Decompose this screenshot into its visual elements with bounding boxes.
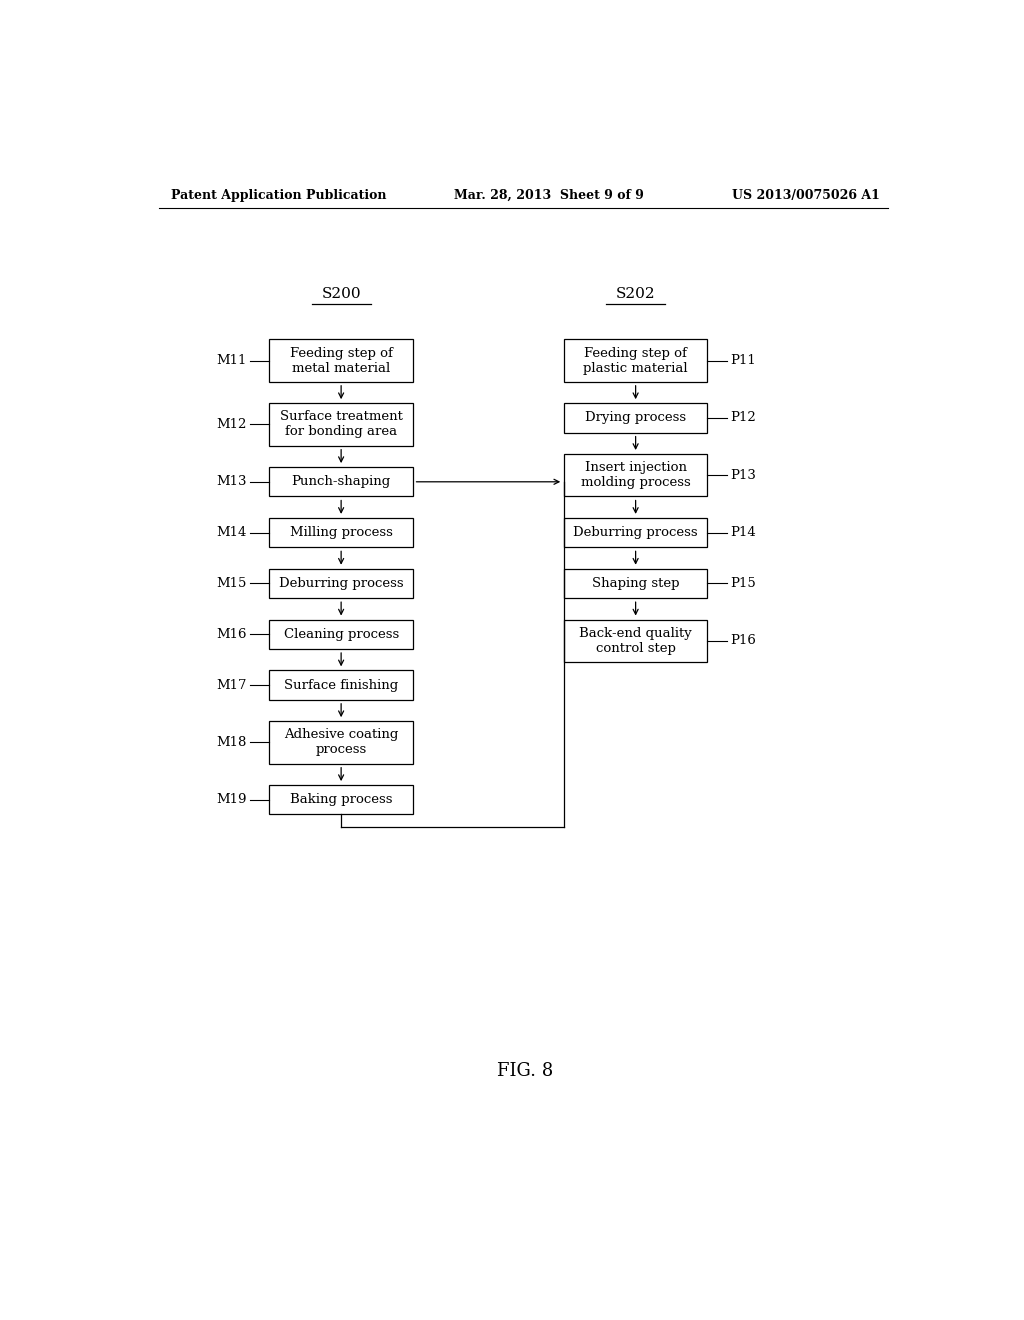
FancyBboxPatch shape: [269, 467, 413, 496]
Text: M19: M19: [216, 793, 247, 807]
Text: S200: S200: [322, 286, 360, 301]
FancyBboxPatch shape: [564, 404, 708, 433]
Text: Insert injection
molding process: Insert injection molding process: [581, 461, 690, 490]
Text: Drying process: Drying process: [585, 412, 686, 425]
Text: M12: M12: [217, 418, 247, 430]
FancyBboxPatch shape: [564, 517, 708, 548]
Text: M15: M15: [217, 577, 247, 590]
Text: Milling process: Milling process: [290, 527, 392, 539]
Text: Shaping step: Shaping step: [592, 577, 679, 590]
Text: P11: P11: [730, 354, 756, 367]
FancyBboxPatch shape: [269, 619, 413, 649]
FancyBboxPatch shape: [564, 339, 708, 381]
Text: Surface finishing: Surface finishing: [284, 678, 398, 692]
Text: Deburring process: Deburring process: [573, 527, 698, 539]
Text: Adhesive coating
process: Adhesive coating process: [284, 729, 398, 756]
Text: Back-end quality
control step: Back-end quality control step: [580, 627, 692, 655]
FancyBboxPatch shape: [269, 339, 413, 381]
Text: Feeding step of
plastic material: Feeding step of plastic material: [584, 347, 688, 375]
Text: Baking process: Baking process: [290, 793, 392, 807]
FancyBboxPatch shape: [564, 569, 708, 598]
Text: FIG. 8: FIG. 8: [497, 1061, 553, 1080]
Text: Cleaning process: Cleaning process: [284, 628, 398, 640]
FancyBboxPatch shape: [269, 671, 413, 700]
Text: M13: M13: [216, 475, 247, 488]
Text: M16: M16: [216, 628, 247, 640]
Text: Punch-shaping: Punch-shaping: [292, 475, 391, 488]
FancyBboxPatch shape: [269, 569, 413, 598]
Text: P15: P15: [730, 577, 756, 590]
Text: M11: M11: [217, 354, 247, 367]
Text: Surface treatment
for bonding area: Surface treatment for bonding area: [280, 411, 402, 438]
FancyBboxPatch shape: [269, 721, 413, 764]
Text: S202: S202: [615, 286, 655, 301]
FancyBboxPatch shape: [564, 619, 708, 663]
Text: M14: M14: [217, 527, 247, 539]
FancyBboxPatch shape: [269, 404, 413, 446]
FancyBboxPatch shape: [564, 454, 708, 496]
Text: US 2013/0075026 A1: US 2013/0075026 A1: [732, 189, 880, 202]
Text: M17: M17: [216, 678, 247, 692]
Text: Patent Application Publication: Patent Application Publication: [171, 189, 386, 202]
Text: Mar. 28, 2013  Sheet 9 of 9: Mar. 28, 2013 Sheet 9 of 9: [454, 189, 643, 202]
FancyBboxPatch shape: [269, 517, 413, 548]
Text: Feeding step of
metal material: Feeding step of metal material: [290, 347, 392, 375]
Text: P12: P12: [730, 412, 756, 425]
Text: P13: P13: [730, 469, 756, 482]
Text: M18: M18: [217, 737, 247, 748]
Text: P16: P16: [730, 635, 756, 647]
FancyBboxPatch shape: [269, 785, 413, 814]
Text: Deburring process: Deburring process: [279, 577, 403, 590]
Text: P14: P14: [730, 527, 756, 539]
